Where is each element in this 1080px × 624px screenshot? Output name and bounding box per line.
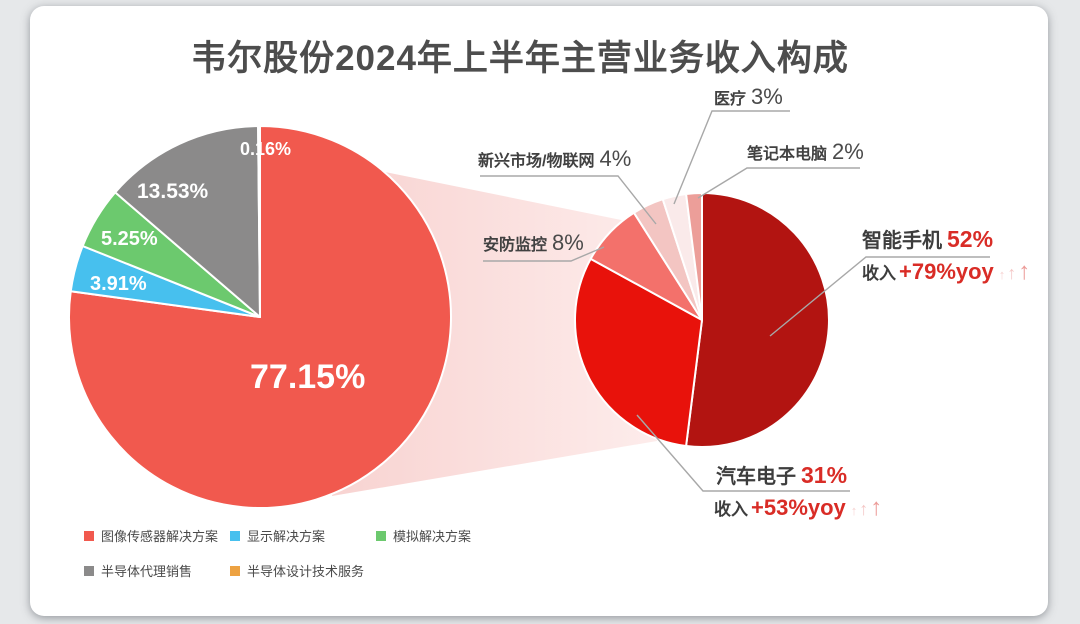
growth-arrows-icon: ↑ ↑↑ — [850, 494, 883, 521]
leader-automotive — [636, 414, 850, 492]
leader-medical — [673, 110, 790, 205]
legend-swatch-display — [230, 530, 240, 541]
legend-item-display: 显示解决方案 — [230, 526, 325, 545]
slice-value-analog: 5.25% — [101, 228, 158, 250]
callout-smartphone-pct: 52% — [947, 226, 994, 252]
automotive-note-label: 收入 — [714, 500, 748, 519]
callout-medical: 医疗 3% — [714, 84, 783, 110]
legend-swatch-design-service — [230, 565, 240, 576]
slice-value-agency: 13.53% — [137, 180, 209, 203]
callout-security-pct: 8% — [552, 230, 584, 255]
callout-smartphone-name: 智能手机 — [862, 230, 942, 252]
callout-emerging-iot-name: 新兴市场/物联网 — [478, 153, 595, 170]
callout-security-name: 安防监控 — [483, 237, 548, 254]
smartphone-growth-note: 收入 +79%yoy ↑ ↑↑ — [862, 259, 1030, 285]
legend-label-agency: 半导体代理销售 — [101, 564, 193, 579]
pie-slice-智能手机 — [685, 192, 830, 448]
legend-item-design-service: 半导体设计技术服务 — [230, 561, 364, 580]
leader-smartphone — [769, 256, 990, 337]
pie-slice-半导体设计技术服务 — [257, 125, 261, 318]
legend-item-analog: 模拟解决方案 — [376, 526, 471, 545]
legend-swatch-analog — [376, 530, 386, 541]
callout-emerging-iot-pct: 4% — [599, 146, 632, 171]
pie-breakdown — [574, 191, 830, 448]
legend-label-design-service: 半导体设计技术服务 — [247, 564, 365, 579]
smartphone-note-value: +79%yoy — [899, 259, 994, 284]
callout-security: 安防监控 8% — [483, 230, 584, 256]
legend-swatch-image-sensor — [84, 530, 94, 541]
slice-value-design-service: 0.16% — [240, 139, 292, 159]
smartphone-note-label: 收入 — [862, 264, 896, 283]
callout-automotive-pct: 31% — [801, 462, 848, 488]
leader-security — [483, 246, 605, 262]
callout-laptop-pct: 2% — [832, 139, 864, 164]
automotive-growth-note: 收入 +53%yoy ↑ ↑↑ — [714, 495, 882, 521]
leader-emerging-iot — [480, 175, 657, 225]
pie-slice-笔记本电脑 — [685, 191, 703, 321]
callout-smartphone: 智能手机 52% — [862, 224, 993, 253]
leader-lines — [480, 110, 990, 492]
chart-title: 韦尔股份2024年上半年主营业务收入构成 — [191, 39, 849, 78]
callout-emerging-iot: 新兴市场/物联网 4% — [478, 146, 631, 172]
callout-automotive-name: 汽车电子 — [716, 466, 796, 488]
legend-label-display: 显示解决方案 — [247, 529, 326, 544]
leader-laptop — [697, 167, 860, 199]
automotive-note-value: +53%yoy — [751, 495, 846, 520]
slice-value-image-sensor: 77.15% — [250, 358, 366, 396]
legend-swatch-agency — [84, 565, 94, 576]
legend-label-analog: 模拟解决方案 — [393, 529, 472, 544]
callout-laptop: 笔记本电脑 2% — [747, 139, 864, 165]
pie-main — [68, 125, 452, 509]
legend-item-image-sensor: 图像传感器解决方案 — [84, 526, 218, 545]
callout-medical-pct: 3% — [751, 84, 783, 109]
callout-laptop-name: 笔记本电脑 — [747, 146, 828, 163]
callout-automotive: 汽车电子 31% — [716, 460, 847, 489]
pie-slice-半导体代理销售 — [114, 125, 261, 318]
callout-medical-name: 医疗 — [714, 91, 747, 108]
legend-label-image-sensor: 图像传感器解决方案 — [101, 529, 219, 544]
legend-item-agency: 半导体代理销售 — [84, 561, 192, 580]
growth-arrows-icon: ↑ ↑↑ — [998, 258, 1031, 285]
slice-value-display: 3.91% — [90, 273, 147, 295]
